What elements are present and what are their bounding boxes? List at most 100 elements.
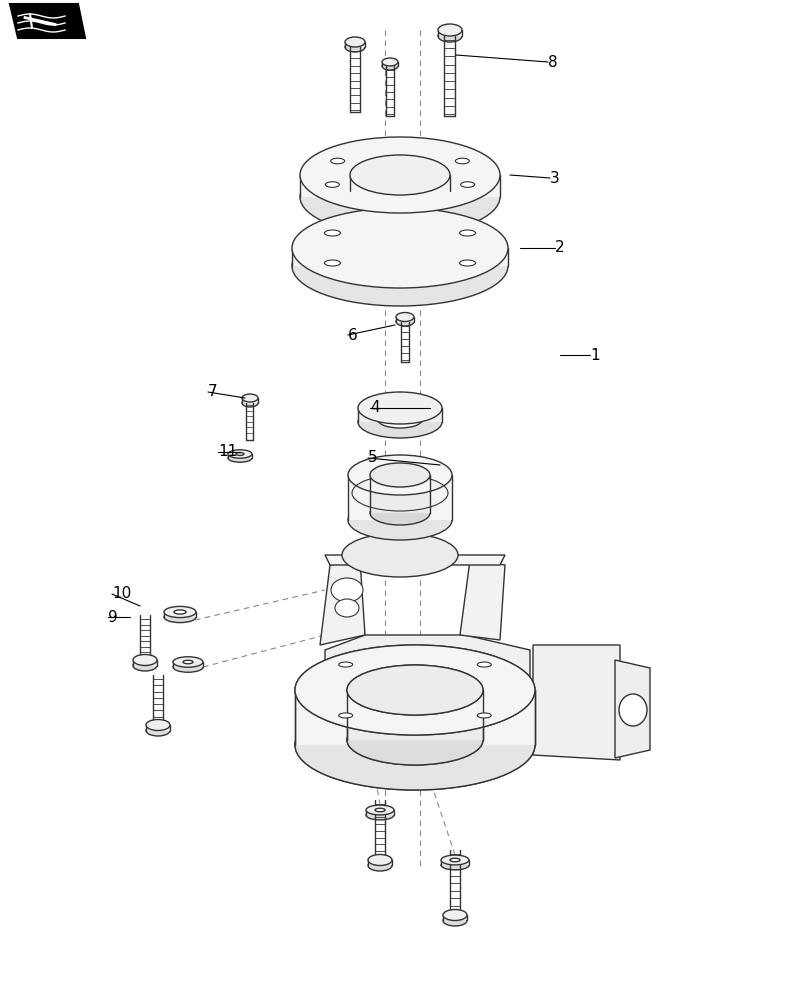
Ellipse shape <box>366 805 393 815</box>
Ellipse shape <box>378 400 422 416</box>
Ellipse shape <box>338 662 352 667</box>
Ellipse shape <box>346 665 483 715</box>
Ellipse shape <box>378 167 422 183</box>
Ellipse shape <box>437 24 461 36</box>
Ellipse shape <box>375 808 384 812</box>
Ellipse shape <box>173 662 203 672</box>
Ellipse shape <box>242 394 258 402</box>
Ellipse shape <box>477 662 491 667</box>
Polygon shape <box>396 317 414 322</box>
Ellipse shape <box>292 208 508 288</box>
Ellipse shape <box>477 662 491 667</box>
Polygon shape <box>146 725 169 730</box>
Text: 1: 1 <box>590 348 599 362</box>
Polygon shape <box>381 62 397 66</box>
Ellipse shape <box>372 675 457 705</box>
Text: 10: 10 <box>112 586 131 601</box>
Polygon shape <box>437 30 461 36</box>
Polygon shape <box>299 175 500 197</box>
Text: 2: 2 <box>554 240 564 255</box>
Ellipse shape <box>443 915 466 926</box>
Ellipse shape <box>338 713 352 718</box>
Ellipse shape <box>335 599 358 617</box>
Ellipse shape <box>358 406 441 438</box>
Polygon shape <box>366 810 393 815</box>
Ellipse shape <box>348 455 452 495</box>
Polygon shape <box>345 42 365 47</box>
Ellipse shape <box>164 606 195 618</box>
Polygon shape <box>294 690 534 745</box>
Ellipse shape <box>331 578 363 602</box>
Ellipse shape <box>292 226 508 306</box>
Ellipse shape <box>370 501 430 525</box>
Ellipse shape <box>338 713 352 718</box>
Polygon shape <box>294 690 534 745</box>
Ellipse shape <box>443 909 466 920</box>
Polygon shape <box>228 454 251 458</box>
Ellipse shape <box>338 662 352 667</box>
Ellipse shape <box>460 182 474 187</box>
Ellipse shape <box>396 312 414 322</box>
Ellipse shape <box>370 463 430 487</box>
Polygon shape <box>350 175 449 191</box>
Ellipse shape <box>618 694 646 726</box>
Polygon shape <box>348 475 452 520</box>
Ellipse shape <box>228 454 251 462</box>
Ellipse shape <box>367 860 392 871</box>
Ellipse shape <box>133 660 157 671</box>
Ellipse shape <box>173 657 203 667</box>
Ellipse shape <box>367 854 392 865</box>
Ellipse shape <box>146 719 169 730</box>
Polygon shape <box>440 860 469 865</box>
Ellipse shape <box>294 700 534 790</box>
Ellipse shape <box>294 645 534 735</box>
Polygon shape <box>367 860 392 865</box>
Text: 4: 4 <box>370 400 380 416</box>
Polygon shape <box>346 690 483 740</box>
Ellipse shape <box>372 675 457 705</box>
Ellipse shape <box>346 715 483 765</box>
Polygon shape <box>173 662 203 667</box>
Ellipse shape <box>294 645 534 735</box>
Ellipse shape <box>174 610 186 614</box>
Polygon shape <box>370 475 430 513</box>
Ellipse shape <box>299 137 500 213</box>
Polygon shape <box>133 660 157 666</box>
Ellipse shape <box>346 715 483 765</box>
Ellipse shape <box>477 713 491 718</box>
Polygon shape <box>320 560 365 645</box>
Ellipse shape <box>324 230 340 236</box>
Ellipse shape <box>324 260 340 266</box>
Ellipse shape <box>299 159 500 235</box>
Ellipse shape <box>345 37 365 47</box>
Ellipse shape <box>294 700 534 790</box>
Polygon shape <box>614 660 649 758</box>
Ellipse shape <box>341 226 457 270</box>
Polygon shape <box>10 4 85 38</box>
Ellipse shape <box>341 240 457 284</box>
Polygon shape <box>292 248 508 266</box>
Text: 5: 5 <box>367 450 377 466</box>
Polygon shape <box>460 560 504 640</box>
Ellipse shape <box>325 182 339 187</box>
Ellipse shape <box>381 58 397 66</box>
Text: 8: 8 <box>547 55 557 70</box>
Text: 9: 9 <box>108 609 118 624</box>
Text: 7: 7 <box>208 384 217 399</box>
Ellipse shape <box>133 654 157 666</box>
Ellipse shape <box>164 611 195 623</box>
Ellipse shape <box>378 412 422 428</box>
Text: 6: 6 <box>348 328 358 342</box>
Ellipse shape <box>449 858 460 862</box>
Ellipse shape <box>440 860 469 870</box>
Ellipse shape <box>228 450 251 458</box>
Ellipse shape <box>381 62 397 70</box>
Ellipse shape <box>437 30 461 42</box>
Ellipse shape <box>182 660 193 664</box>
Ellipse shape <box>358 392 441 424</box>
Ellipse shape <box>477 713 491 718</box>
Polygon shape <box>324 555 504 565</box>
Polygon shape <box>532 645 620 760</box>
Ellipse shape <box>330 158 344 164</box>
Ellipse shape <box>350 155 449 195</box>
